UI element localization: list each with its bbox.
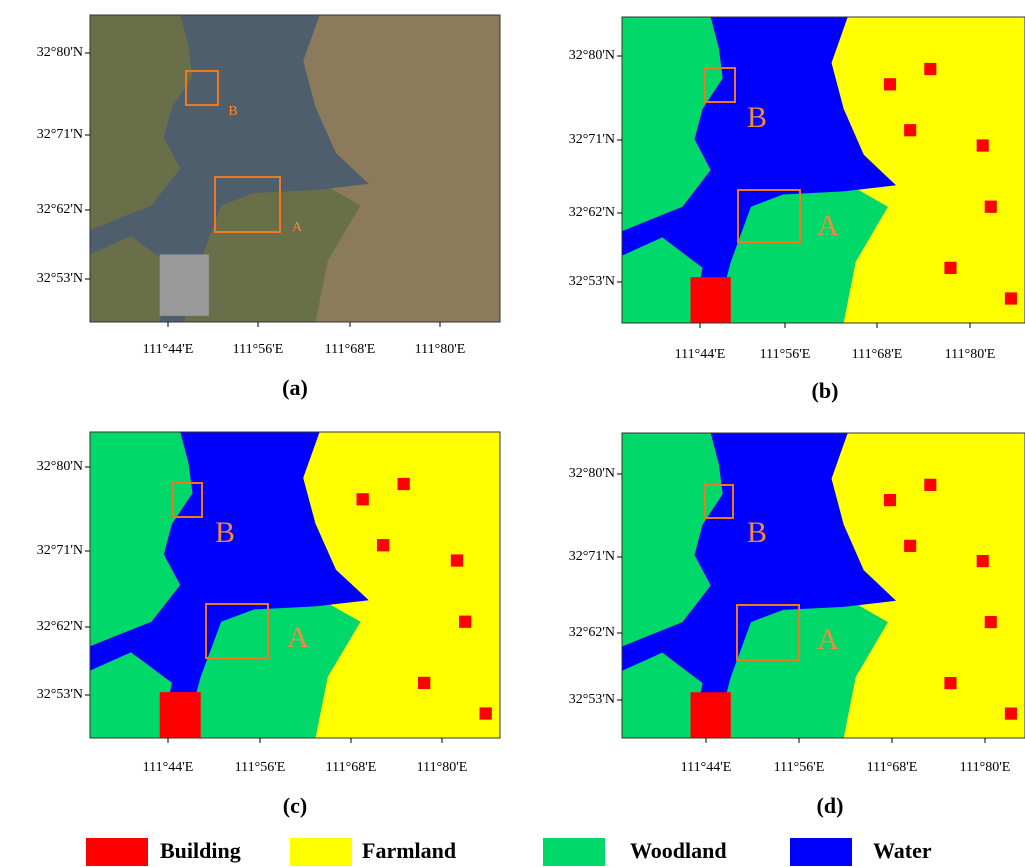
building xyxy=(944,677,956,689)
building xyxy=(924,479,936,491)
region-label: A xyxy=(292,220,303,235)
legend-swatch xyxy=(543,838,605,866)
figure: 32°80'N 32°71'N 32°62'N 32°53'N 111°44'E 111°… xyxy=(0,0,1025,867)
lat-label: 32°71'N xyxy=(37,127,83,142)
lat-label: 32°62'N xyxy=(569,205,615,220)
panel-label: (a) xyxy=(282,375,308,400)
lat-label: 32°71'N xyxy=(37,543,83,558)
lon-label: 111°68'E xyxy=(852,347,903,362)
lat-label: 32°53'N xyxy=(37,687,83,702)
map xyxy=(622,433,1025,738)
legend-label: Farmland xyxy=(362,838,456,863)
lat-label: 32°53'N xyxy=(569,274,615,289)
map xyxy=(90,432,500,738)
building xyxy=(904,124,916,136)
region-label: B xyxy=(215,516,235,549)
building xyxy=(944,262,956,274)
lat-label: 32°80'N xyxy=(569,466,615,481)
building xyxy=(357,493,369,505)
building xyxy=(691,692,731,738)
map xyxy=(90,15,500,322)
map xyxy=(622,17,1025,323)
legend-label: Woodland xyxy=(630,838,727,863)
lon-label: 111°56'E xyxy=(774,760,825,775)
building xyxy=(377,539,389,551)
building xyxy=(985,201,997,213)
lon-label: 111°44'E xyxy=(675,347,726,362)
lon-label: 111°56'E xyxy=(235,760,286,775)
lat-label: 32°62'N xyxy=(37,619,83,634)
building xyxy=(451,554,463,566)
panel-label: (b) xyxy=(812,378,839,403)
building xyxy=(691,277,731,323)
lat-label: 32°71'N xyxy=(569,132,615,147)
building xyxy=(418,677,430,689)
region-label: A xyxy=(287,621,309,654)
lat-label: 32°62'N xyxy=(569,625,615,640)
lon-label: 111°44'E xyxy=(681,760,732,775)
lat-label: 32°62'N xyxy=(37,202,83,217)
building xyxy=(985,616,997,628)
lat-label: 32°80'N xyxy=(569,48,615,63)
region-label: A xyxy=(817,209,839,242)
lon-label: 111°44'E xyxy=(143,342,194,357)
lat-label: 32°53'N xyxy=(569,692,615,707)
lon-label: 111°68'E xyxy=(867,760,918,775)
building xyxy=(884,494,896,506)
town xyxy=(160,254,209,315)
lon-label: 111°68'E xyxy=(326,760,377,775)
lon-label: 111°56'E xyxy=(233,342,284,357)
legend-label: Building xyxy=(160,838,241,863)
lat-label: 32°53'N xyxy=(37,271,83,286)
building xyxy=(884,78,896,90)
region-label: B xyxy=(747,516,767,549)
building xyxy=(480,707,492,719)
building xyxy=(924,63,936,75)
lon-label: 111°80'E xyxy=(415,342,466,357)
building xyxy=(1005,292,1017,304)
building xyxy=(977,139,989,151)
lat-label: 32°80'N xyxy=(37,459,83,474)
legend-swatch xyxy=(290,838,352,866)
lat-label: 32°71'N xyxy=(569,549,615,564)
building xyxy=(904,540,916,552)
lon-label: 111°44'E xyxy=(143,760,194,775)
region-label: B xyxy=(747,101,767,134)
building xyxy=(977,555,989,567)
legend-label: Water xyxy=(873,838,932,863)
region-label: B xyxy=(228,104,237,119)
lon-label: 111°80'E xyxy=(945,347,996,362)
building xyxy=(160,692,201,738)
lon-label: 111°80'E xyxy=(417,760,468,775)
lon-label: 111°68'E xyxy=(325,342,376,357)
building xyxy=(398,478,410,490)
lon-label: 111°80'E xyxy=(960,760,1011,775)
panel-label: (c) xyxy=(283,793,307,818)
lon-label: 111°56'E xyxy=(760,347,811,362)
building xyxy=(1005,708,1017,720)
lat-label: 32°80'N xyxy=(37,45,83,60)
legend-swatch xyxy=(790,838,852,866)
building xyxy=(459,616,471,628)
panel-label: (d) xyxy=(817,793,844,818)
region-label: A xyxy=(817,623,839,656)
legend-swatch xyxy=(86,838,148,866)
